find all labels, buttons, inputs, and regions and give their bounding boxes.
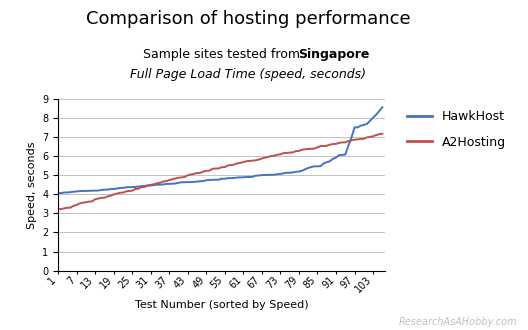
- Text: ResearchAsAHobby.com: ResearchAsAHobby.com: [399, 317, 517, 327]
- Text: Full Page Load Time (speed, seconds): Full Page Load Time (speed, seconds): [130, 68, 366, 81]
- Text: Singapore: Singapore: [298, 48, 370, 61]
- Legend: HawkHost, A2Hosting: HawkHost, A2Hosting: [401, 105, 511, 154]
- Text: Sample sites tested from Singapore: Sample sites tested from Singapore: [136, 48, 360, 61]
- Text: Sample sites tested from: Sample sites tested from: [143, 48, 304, 61]
- X-axis label: Test Number (sorted by Speed): Test Number (sorted by Speed): [135, 300, 308, 311]
- Text: Comparison of hosting performance: Comparison of hosting performance: [86, 10, 410, 28]
- Text: Sample sites tested from Singapore: Sample sites tested from Singapore: [0, 329, 1, 330]
- Y-axis label: Speed, seconds: Speed, seconds: [26, 141, 36, 229]
